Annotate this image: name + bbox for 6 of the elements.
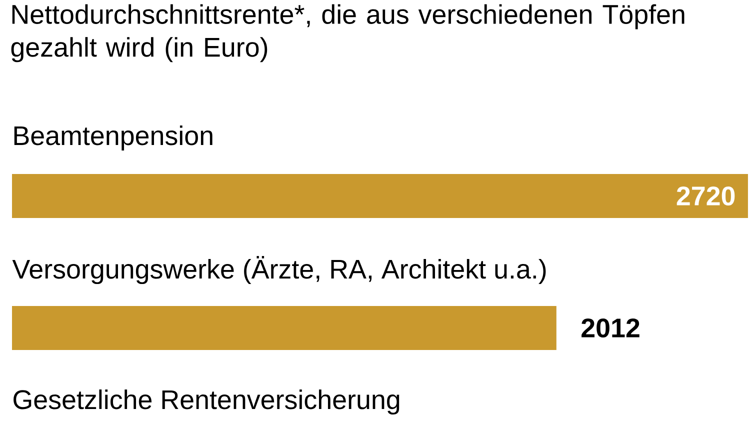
chart-title: Nettodurchschnittsrente*, die aus verschiedenen Töpfen gezahlt wird (in Euro) (11, 4, 684, 62)
y-tick-label: Gesetzliche Rentenversicherung (14, 389, 400, 415)
data-label: 2012 (582, 318, 640, 338)
y-tick-label: Versorgungswerke (Ärzte, RA, Architekt u.a.) (12, 256, 546, 284)
y-tick-label: Beamtenpension (14, 125, 212, 151)
data-label: 2720 (676, 186, 735, 206)
